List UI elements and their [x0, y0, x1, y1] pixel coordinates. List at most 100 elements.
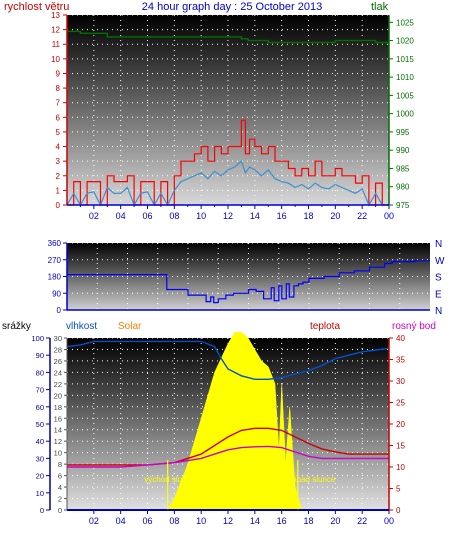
rain-tick-label: 10	[36, 489, 44, 498]
pressure-tick-label: 985	[396, 164, 410, 173]
x-tick-label: 16	[277, 211, 287, 221]
x-tick-label: 12	[223, 211, 233, 221]
temperature-tick-label: 25	[396, 399, 405, 408]
rain-tick-label: 20	[36, 472, 44, 481]
rain-tick-label: 30	[36, 454, 44, 463]
temperature-tick-label: 40	[396, 334, 405, 343]
humidity-tick-label: 0	[58, 506, 62, 515]
humidity-axis-label: vlhkost	[66, 321, 97, 332]
humidity-tick-label: 26	[54, 357, 62, 366]
pressure-axis-label: tlak	[371, 1, 389, 13]
humidity-tick-label: 20	[54, 391, 62, 400]
wind-tick-label: 9	[56, 69, 61, 78]
humidity-tick-label: 6	[58, 472, 62, 481]
humidity-tick-label: 8	[58, 460, 62, 469]
x-tick-label: 00	[384, 211, 394, 221]
x-tick-label: 06	[142, 516, 152, 526]
humidity-tick-label: 2	[58, 495, 62, 504]
wind-tick-label: 11	[52, 40, 61, 49]
rain-tick-label: 50	[36, 420, 44, 429]
dewpoint-label: rosný bod	[392, 321, 436, 332]
humidity-tick-label: 28	[54, 345, 62, 354]
dewpoint-line	[67, 445, 389, 468]
temperature-tick-label: 10	[396, 463, 405, 472]
wind-tick-label: 7	[56, 99, 61, 108]
temperature-tick-label: 30	[396, 377, 405, 386]
humidity-tick-label: 14	[54, 426, 62, 435]
compass-label: E	[435, 289, 442, 300]
wind-tick-label: 3	[56, 157, 61, 166]
wind-tick-label: 6	[56, 113, 61, 122]
rain-tick-label: 40	[36, 437, 44, 446]
x-tick-label: 10	[196, 516, 206, 526]
x-tick-label: 18	[303, 516, 313, 526]
rain-tick-label: 70	[36, 386, 44, 395]
pressure-tick-label: 1010	[396, 73, 414, 82]
temperature-tick-label: 0	[396, 506, 401, 515]
wind-axis-label: rychlost větru	[4, 1, 69, 13]
wind-avg-line	[66, 160, 389, 207]
temperature-tick-label: 15	[396, 442, 405, 451]
solar-label: Solar	[118, 321, 142, 332]
wind-max-line	[67, 119, 389, 206]
x-tick-label: 00	[384, 516, 394, 526]
x-tick-label: 10	[196, 211, 206, 221]
rain-tick-label: 100	[31, 334, 44, 343]
rain-tick-label: 60	[36, 403, 44, 412]
pressure-line	[67, 30, 389, 44]
wind-panel-series	[66, 30, 389, 207]
x-tick-label: 16	[277, 516, 287, 526]
wind-tick-label: 1	[56, 186, 61, 195]
wind-tick-label: 5	[56, 128, 61, 137]
x-tick-label: 22	[357, 516, 367, 526]
sunset-annotation: západ slunce	[288, 475, 336, 484]
humidity-tick-label: 16	[54, 414, 62, 423]
humidity-tick-label: 22	[54, 380, 62, 389]
rain-tick-label: 80	[36, 368, 44, 377]
compass-label: N	[435, 306, 442, 317]
humidity-tick-label: 4	[58, 483, 62, 492]
humidity-tick-label: 18	[54, 403, 62, 412]
x-tick-label: 04	[116, 516, 126, 526]
rain-axis-label: srážky	[2, 321, 31, 332]
direction-tick-label: 90	[52, 289, 61, 298]
pressure-tick-label: 995	[396, 128, 410, 137]
wind-tick-label: 2	[56, 172, 61, 181]
pressure-tick-label: 1000	[396, 110, 414, 119]
chart-title: 24 hour graph day : 25 October 2013	[142, 1, 322, 13]
direction-tick-label: 270	[48, 256, 62, 265]
x-tick-label: 02	[89, 516, 99, 526]
wind-tick-label: 10	[51, 55, 60, 64]
sunrise-annotation: východ slunce	[144, 475, 195, 484]
x-tick-label: 14	[250, 516, 260, 526]
x-tick-label: 22	[357, 211, 367, 221]
x-tick-label: 12	[223, 516, 233, 526]
rain-tick-label: 90	[36, 351, 44, 360]
solar-area	[167, 332, 303, 511]
direction-tick-label: 180	[48, 273, 62, 282]
pressure-tick-label: 980	[396, 183, 410, 192]
wind-tick-label: 8	[56, 84, 61, 93]
compass-label: W	[435, 256, 445, 267]
x-tick-label: 20	[330, 211, 340, 221]
wind-tick-label: 0	[56, 201, 61, 210]
direction-panel-series	[67, 260, 430, 304]
direction-tick-label: 360	[48, 239, 62, 248]
temperature-tick-label: 35	[396, 356, 405, 365]
pressure-tick-label: 1005	[396, 91, 414, 100]
pressure-tick-label: 1025	[396, 18, 414, 27]
humidity-tick-label: 10	[54, 449, 62, 458]
x-tick-label: 08	[169, 211, 179, 221]
x-tick-label: 02	[89, 211, 99, 221]
temperature-axis-label: teplota	[310, 321, 340, 332]
rain-tick-label: 0	[40, 506, 44, 515]
compass-label: N	[435, 239, 442, 250]
x-tick-label: 14	[250, 211, 260, 221]
pressure-tick-label: 1015	[396, 55, 414, 64]
humidity-line	[66, 340, 390, 380]
wind-tick-label: 13	[51, 11, 60, 20]
humidity-tick-label: 12	[54, 437, 62, 446]
x-tick-label: 18	[303, 211, 313, 221]
temp-panel-axes: 02 04 06 08 10 12 14 16 18 20 22 000246810121416182…	[31, 334, 405, 526]
